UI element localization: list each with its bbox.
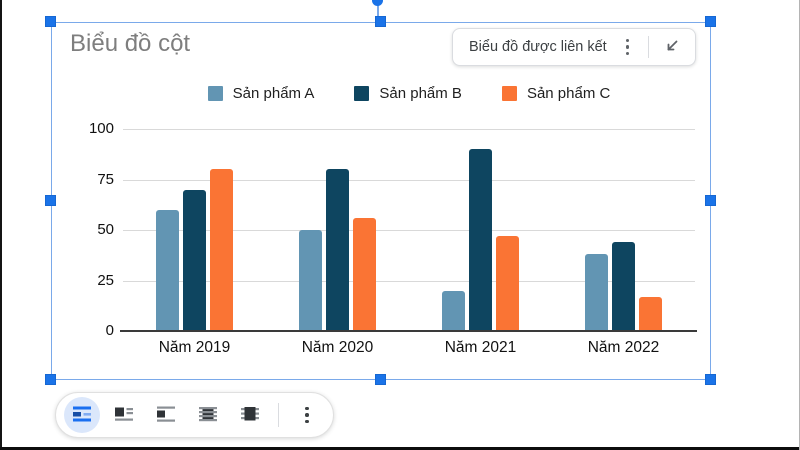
bar: [299, 230, 322, 331]
resize-handle-bottom-right[interactable]: [705, 374, 716, 385]
y-axis-ticks: 100 75 50 25 0: [58, 120, 114, 339]
resize-handle-top-left[interactable]: [45, 16, 56, 27]
in-front-text-icon: [240, 405, 260, 426]
bar-group: [409, 129, 552, 331]
gridline: [123, 129, 695, 130]
y-tick-label: 25: [97, 271, 114, 289]
x-axis-label: Năm 2019: [158, 339, 231, 356]
bar: [210, 169, 233, 331]
bar: [326, 169, 349, 331]
resize-handle-bottom-left[interactable]: [45, 374, 56, 385]
resize-handle-right-mid[interactable]: [705, 195, 716, 206]
legend-label: Sản phẩm B: [379, 85, 462, 102]
linked-chart-badge: Biểu đồ được liên kết: [452, 28, 697, 66]
bar-group: [266, 129, 409, 331]
image-placement-toolbar: [55, 392, 334, 438]
break-text-button[interactable]: [148, 397, 184, 433]
gridline: [123, 280, 695, 282]
legend-item: Sản phẩm B: [354, 85, 462, 102]
x-axis-label: Năm 2021: [444, 339, 517, 356]
gridline: [123, 179, 695, 181]
y-tick-label: 100: [88, 120, 114, 137]
bar: [353, 217, 376, 331]
gridline: [123, 230, 695, 231]
badge-divider: [648, 36, 650, 58]
legend-item: Sản phẩm A: [207, 85, 315, 102]
x-axis-label: Năm 2020: [301, 339, 374, 356]
behind-text-button[interactable]: [190, 397, 226, 433]
resize-handle-left-mid[interactable]: [45, 195, 56, 206]
toolbar-divider: [278, 403, 279, 427]
wrap-text-icon: [114, 405, 134, 426]
screenshot-left-edge: [0, 0, 2, 450]
bar-group: [123, 129, 266, 331]
x-axis-label: Năm 2022: [587, 339, 660, 356]
wrap-text-button[interactable]: [106, 397, 142, 433]
selection-drag-knob-icon[interactable]: [372, 0, 383, 6]
bar: [156, 209, 179, 331]
x-axis-labels: Năm 2019 Năm 2020 Năm 2021 Năm 2022: [123, 339, 695, 357]
in-front-text-button[interactable]: [232, 397, 268, 433]
break-text-icon: [156, 405, 176, 426]
y-tick-label: 50: [97, 221, 114, 238]
chart-legend: Sản phẩm A Sản phẩm B Sản phẩm C: [123, 85, 695, 102]
vertical-dots-icon[interactable]: [621, 33, 635, 62]
legend-swatch-icon: [501, 86, 517, 101]
x-axis-line: [120, 330, 697, 332]
y-tick-label: 0: [105, 322, 114, 339]
more-options-icon: [305, 406, 309, 424]
legend-swatch-icon: [354, 86, 370, 101]
in-line-button[interactable]: [64, 397, 100, 433]
chart-selection-box: [51, 22, 711, 380]
bar: [183, 189, 206, 331]
bar: [496, 236, 519, 331]
bar: [585, 254, 608, 331]
linked-chart-badge-label: Biểu đồ được liên kết: [469, 39, 607, 55]
legend-item: Sản phẩm C: [501, 85, 611, 102]
legend-swatch-icon: [207, 86, 223, 101]
chart-title: Biểu đồ cột: [70, 30, 191, 57]
behind-text-icon: [198, 405, 218, 426]
bar-group: [552, 129, 695, 331]
resize-handle-top-right[interactable]: [705, 16, 716, 27]
legend-label: Sản phẩm A: [232, 85, 315, 102]
resize-handle-bottom-mid[interactable]: [375, 374, 386, 385]
collapse-arrow-icon[interactable]: [657, 33, 685, 61]
resize-handle-top-mid[interactable]: [375, 16, 386, 27]
selection-stem: [377, 0, 379, 22]
legend-label: Sản phẩm C: [526, 85, 611, 102]
bar: [442, 290, 465, 331]
bar: [639, 296, 662, 331]
in-line-icon: [72, 405, 92, 426]
bar: [612, 242, 635, 331]
plot-area: [123, 129, 695, 331]
bar-groups: [123, 129, 695, 331]
toolbar-more-options-button[interactable]: [289, 397, 325, 433]
y-tick-label: 75: [97, 170, 114, 188]
screenshot-bottom-edge: [0, 447, 800, 450]
bar: [469, 149, 492, 331]
